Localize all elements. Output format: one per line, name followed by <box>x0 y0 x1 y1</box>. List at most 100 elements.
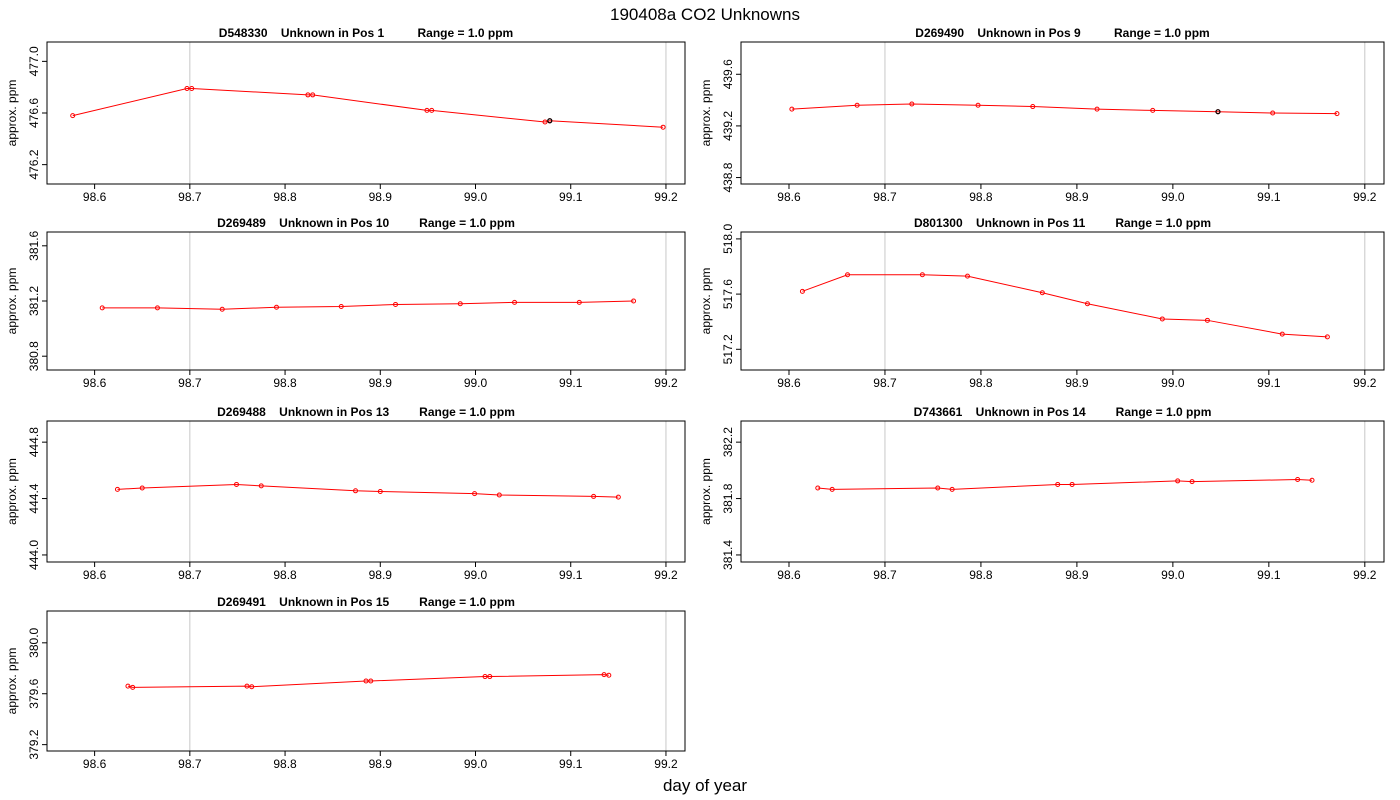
panel-3-xtick-label: 98.7 <box>178 376 202 390</box>
panel-3-point <box>338 304 344 310</box>
panel-5-point <box>615 494 621 500</box>
panel-5-xtick-label: 98.6 <box>83 568 107 582</box>
panel-3-point <box>154 305 160 311</box>
panels: D548330 Unknown in Pos 1 Range = 1.0 ppm… <box>5 26 1385 771</box>
panel-3-point <box>393 301 399 307</box>
panel-2-ylabel: approx. ppm <box>699 80 713 147</box>
panel-6: D743661 Unknown in Pos 14 Range = 1.0 pp… <box>699 405 1385 582</box>
panel-7-xtick-label: 98.6 <box>83 757 107 771</box>
panel-2-point <box>909 101 915 107</box>
panel-5-point <box>591 493 597 499</box>
panel-6-ytick-label: 382.2 <box>721 427 735 457</box>
panel-1-point <box>305 92 311 98</box>
panel-1-point <box>70 113 76 119</box>
panel-5-point <box>258 483 264 489</box>
panel-5-frame <box>46 420 686 563</box>
panel-6-series-line <box>817 479 1313 490</box>
panel-5-series-line <box>117 483 619 498</box>
panel-7-point <box>606 672 612 678</box>
panel-6-ytick-label: 381.4 <box>721 540 735 570</box>
panel-2-series-line <box>791 103 1337 115</box>
panel-7-point <box>130 684 136 690</box>
panel-4-point <box>1324 334 1330 340</box>
panel-5: D269488 Unknown in Pos 13 Range = 1.0 pp… <box>5 405 686 582</box>
panel-2-xtick-label: 99.1 <box>1257 190 1281 204</box>
panel-3-xtick-label: 99.1 <box>559 376 583 390</box>
panel-2-xtick-label: 99.2 <box>1353 190 1377 204</box>
panel-4-xtick-label: 98.6 <box>777 376 801 390</box>
panel-2-point <box>1150 107 1156 113</box>
panel-2: D269490 Unknown in Pos 9 Range = 1.0 ppm… <box>699 26 1385 204</box>
figure-xlabel: day of year <box>663 776 747 795</box>
panel-3-frame <box>46 231 686 371</box>
panel-2-ytick-label: 438.8 <box>721 162 735 192</box>
panel-6-point <box>1189 479 1195 485</box>
panel-7-xtick-label: 98.8 <box>273 757 297 771</box>
panel-1-xtick-label: 99.2 <box>654 190 678 204</box>
panel-2-ytick-label: 439.2 <box>721 111 735 141</box>
panel-6-point <box>1175 478 1181 484</box>
panel-4-point <box>799 288 805 294</box>
panel-4-ytick-label: 517.6 <box>721 279 735 309</box>
panel-5-ytick-label: 444.0 <box>27 540 41 570</box>
panel-1-xtick-label: 98.8 <box>273 190 297 204</box>
panel-4-ytick-label: 518.0 <box>721 224 735 254</box>
panel-7: D269491 Unknown in Pos 15 Range = 1.0 pp… <box>5 595 686 771</box>
panel-6-xtick-label: 98.7 <box>873 568 897 582</box>
panel-7-point <box>368 678 374 684</box>
panel-3-ylabel: approx. ppm <box>5 268 19 335</box>
panel-3-point <box>631 298 637 304</box>
panel-5-point <box>353 488 359 494</box>
panel-2-xtick-label: 98.9 <box>1065 190 1089 204</box>
panel-1-point <box>189 85 195 91</box>
panel-1-ytick-label: 476.2 <box>27 149 41 179</box>
panel-1-ytick-label: 477.0 <box>27 46 41 76</box>
panel-4-ytick-label: 517.2 <box>721 334 735 364</box>
panel-1-xtick-label: 98.9 <box>369 190 393 204</box>
panel-5-point <box>472 491 478 497</box>
panel-2-point <box>854 102 860 108</box>
panel-6-xtick-label: 99.2 <box>1353 568 1377 582</box>
panel-1-xtick-label: 98.7 <box>178 190 202 204</box>
panel-1-series-line <box>72 87 664 128</box>
panel-6-xtick-label: 99.0 <box>1161 568 1185 582</box>
panel-7-point <box>249 684 255 690</box>
panel-4-xtick-label: 98.8 <box>969 376 993 390</box>
panel-1-ylabel: approx. ppm <box>5 80 19 147</box>
panel-6-point <box>815 485 821 491</box>
panel-6-xtick-label: 98.8 <box>969 568 993 582</box>
panel-1-point <box>424 107 430 113</box>
panel-5-xtick-label: 99.0 <box>464 568 488 582</box>
panel-4-point <box>1279 331 1285 337</box>
panel-4-xtick-label: 99.2 <box>1353 376 1377 390</box>
panel-2-xtick-label: 98.7 <box>873 190 897 204</box>
panel-5-ylabel: approx. ppm <box>5 458 19 525</box>
panel-7-xtick-label: 98.7 <box>178 757 202 771</box>
panel-6-point <box>949 486 955 492</box>
panel-4-point <box>1159 316 1165 322</box>
panel-4-title: D801300 Unknown in Pos 11 Range = 1.0 pp… <box>914 216 1211 230</box>
panel-3-ytick-label: 381.6 <box>27 230 41 260</box>
panel-7-ytick-label: 380.0 <box>27 627 41 657</box>
panel-1-xtick-label: 99.0 <box>464 190 488 204</box>
panel-2-xtick-label: 98.8 <box>969 190 993 204</box>
panel-5-xtick-label: 98.9 <box>369 568 393 582</box>
panel-4-xtick-label: 98.9 <box>1065 376 1089 390</box>
panel-5-xtick-label: 99.1 <box>559 568 583 582</box>
panel-1-xtick-label: 98.6 <box>83 190 107 204</box>
panel-5-point <box>139 485 145 491</box>
panel-7-point <box>482 674 488 680</box>
panel-3-ytick-label: 380.8 <box>27 341 41 371</box>
panel-4-point <box>1204 317 1210 323</box>
panel-5-xtick-label: 98.8 <box>273 568 297 582</box>
panel-2-point <box>789 106 795 112</box>
panel-7-ylabel: approx. ppm <box>5 648 19 715</box>
panel-6-point <box>1055 481 1061 487</box>
panel-5-point <box>114 486 120 492</box>
panel-4-frame <box>740 231 1385 371</box>
panel-1-title: D548330 Unknown in Pos 1 Range = 1.0 ppm <box>219 26 513 40</box>
panel-5-ytick-label: 444.4 <box>27 483 41 513</box>
panel-7-xtick-label: 99.1 <box>559 757 583 771</box>
panel-4-point <box>1084 301 1090 307</box>
